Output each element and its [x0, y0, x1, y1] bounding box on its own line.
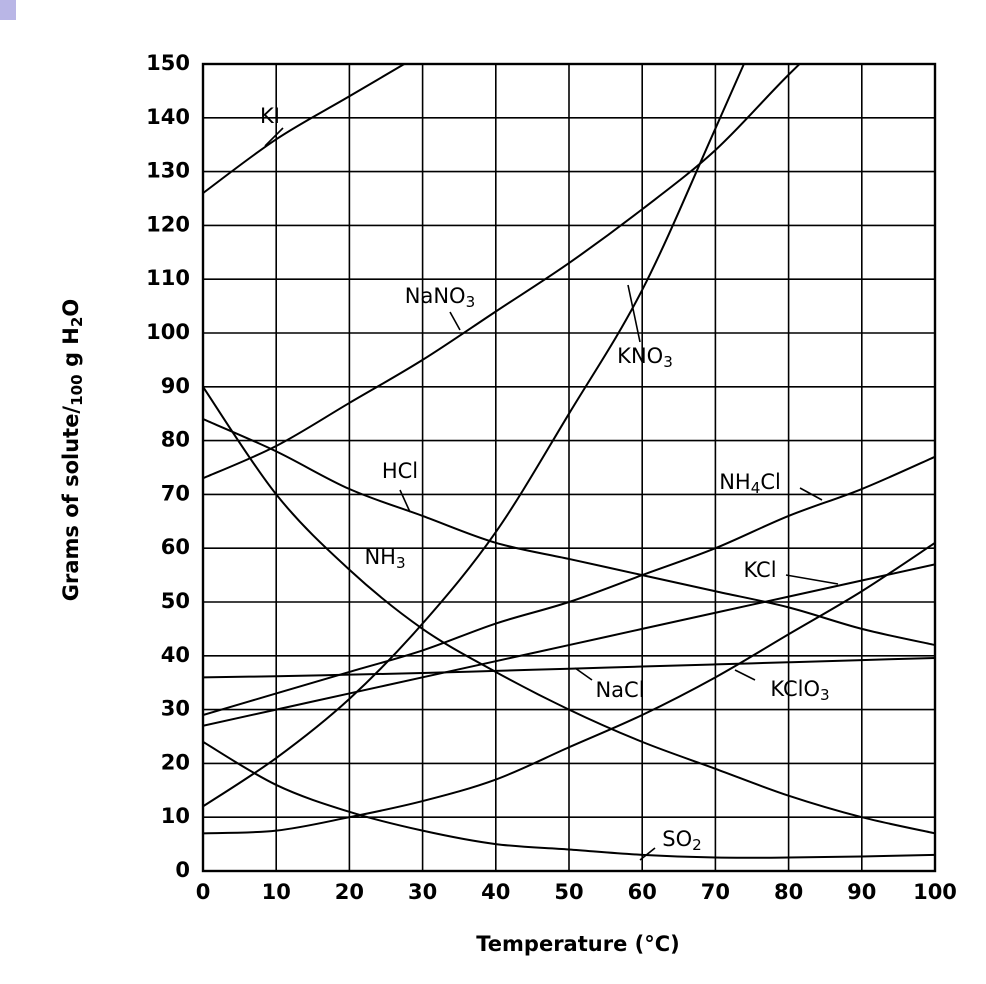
x-tick-label: 30	[408, 880, 437, 904]
solubility-curve	[203, 386, 935, 835]
curve-label: KI	[260, 104, 280, 128]
y-tick-label: 110	[146, 266, 190, 290]
x-tick-label: 50	[554, 880, 583, 904]
curve-label: SO2	[662, 827, 701, 854]
curve-label: NaCl	[595, 678, 644, 702]
solubility-curve	[203, 563, 935, 727]
curve-label: HCl	[382, 459, 418, 483]
curve-label: KCl	[743, 558, 776, 582]
y-tick-label: 90	[161, 374, 190, 398]
x-tick-label: 100	[913, 880, 957, 904]
y-tick-label: 130	[146, 159, 190, 183]
curves	[203, 64, 935, 859]
x-tick-label: 60	[628, 880, 657, 904]
label-leader	[627, 284, 641, 343]
y-tick-label: 120	[146, 212, 190, 236]
solubility-curve	[203, 741, 935, 859]
x-tick-label: 80	[774, 880, 803, 904]
y-tick-label: 60	[161, 535, 190, 559]
solubility-curve	[203, 64, 802, 480]
y-tick-label: 140	[146, 105, 190, 129]
y-tick-label: 100	[146, 320, 190, 344]
corner-mark	[0, 0, 16, 20]
solubility-curve	[203, 64, 407, 194]
x-tick-label: 20	[335, 880, 364, 904]
solubility-curve	[203, 418, 935, 647]
label-leader	[399, 489, 411, 513]
x-tick-label: 90	[847, 880, 876, 904]
y-tick-label: 50	[161, 589, 190, 613]
y-tick-label: 0	[175, 858, 190, 882]
y-tick-label: 20	[161, 750, 190, 774]
x-tick-label: 10	[262, 880, 291, 904]
curve-label: NH4Cl	[719, 470, 781, 497]
x-tick-label: 40	[481, 880, 510, 904]
label-leader	[639, 847, 656, 861]
solubility-curve	[203, 455, 935, 716]
label-leader	[799, 487, 823, 501]
curve-label: NH3	[364, 545, 405, 572]
label-leader	[264, 127, 284, 147]
solubility-curve	[203, 64, 746, 808]
label-leader	[449, 311, 461, 331]
solubility-curve	[203, 656, 935, 679]
curve-label: KNO3	[617, 344, 673, 371]
x-tick-label: 70	[701, 880, 730, 904]
x-tick-label: 0	[196, 880, 211, 904]
label-leader	[785, 574, 839, 585]
y-tick-label: 150	[146, 51, 190, 75]
y-tick-label: 70	[161, 481, 190, 505]
y-tick-label: 40	[161, 643, 190, 667]
label-leader	[574, 667, 593, 681]
y-tick-label: 80	[161, 428, 190, 452]
y-axis-title: Grams of solute/100 g H2O	[59, 299, 86, 602]
plot-frame	[201, 62, 937, 873]
y-tick-label: 10	[161, 804, 190, 828]
curve-label: KClO3	[770, 677, 829, 704]
x-axis-title: Temperature (°C)	[476, 932, 679, 956]
solubility-curve	[203, 541, 935, 835]
label-leader	[734, 669, 756, 681]
y-tick-label: 30	[161, 697, 190, 721]
curve-label: NaNO3	[405, 284, 475, 311]
